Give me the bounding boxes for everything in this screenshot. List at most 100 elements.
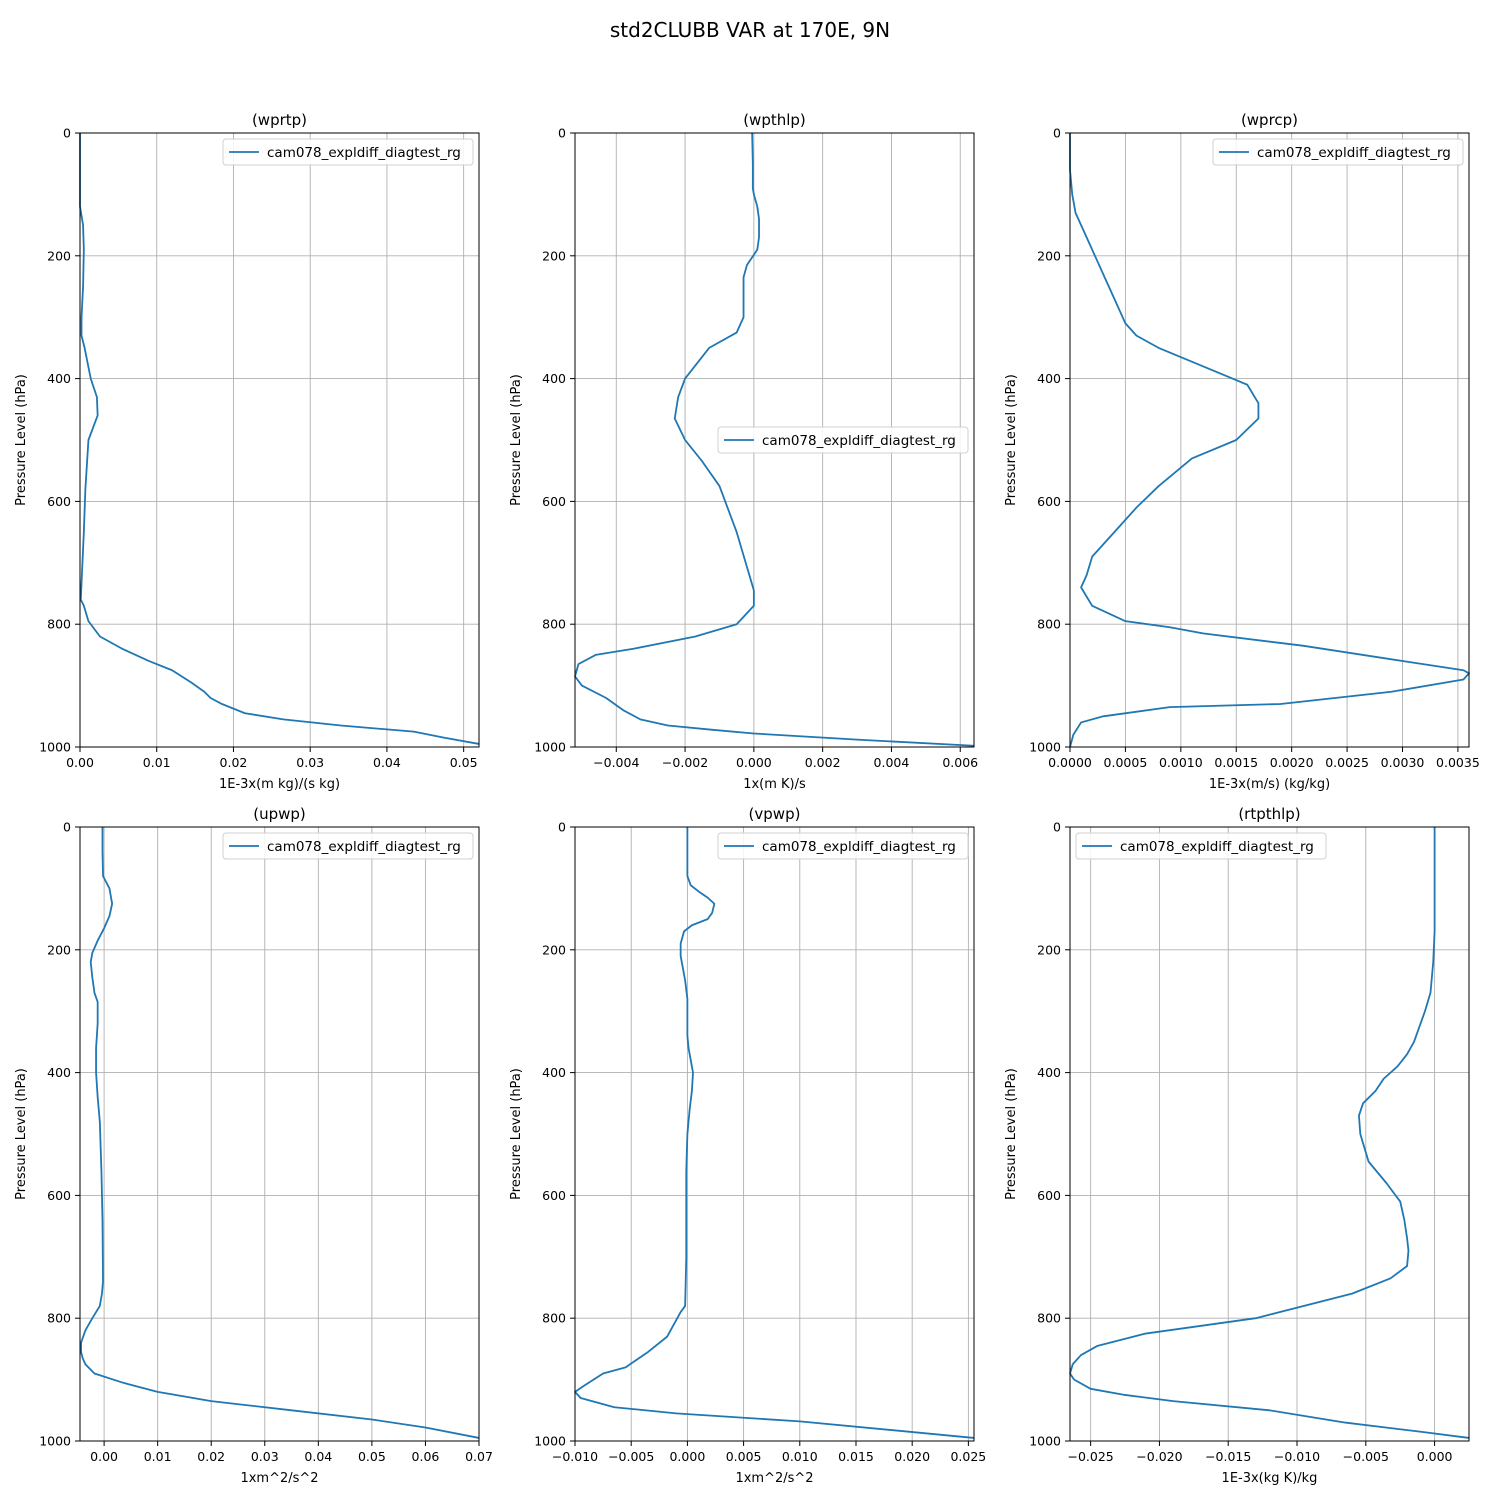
legend-label: cam078_expldiff_diagtest_rg: [267, 839, 461, 855]
legend: cam078_expldiff_diagtest_rg: [222, 138, 474, 166]
x-tick-label: 0.000: [736, 755, 772, 770]
y-tick-label: 1000: [1029, 1434, 1061, 1449]
y-tick-label: 0: [63, 126, 71, 141]
y-tick-label: 0: [558, 820, 566, 835]
series-line: [80, 827, 480, 1439]
x-tick-label: 0.07: [465, 1449, 493, 1464]
subplot-vpwp: −0.010 −0.005 0.000 0.005 0.010 0.015 0.020 0.0…: [509, 805, 986, 1486]
legend-box: [222, 832, 474, 860]
figure-title: std2CLUBB VAR at 170E, 9N: [610, 18, 890, 42]
y-tick-label: 600: [1037, 1188, 1061, 1203]
legend-label: cam078_expldiff_diagtest_rg: [762, 839, 956, 855]
x-tick-label: 0.020: [894, 1449, 930, 1464]
x-tick-label: 0.010: [782, 1449, 818, 1464]
x-tick-label: 0.0025: [1325, 755, 1369, 770]
y-axis-label: Pressure Level (hPa): [14, 374, 29, 506]
y-tick-label: 0: [63, 820, 71, 835]
y-axis-label: Pressure Level (hPa): [1004, 1068, 1019, 1200]
legend: cam078_expldiff_diagtest_rg: [717, 832, 969, 860]
y-tick-label: 200: [47, 942, 71, 957]
y-axis-label: Pressure Level (hPa): [509, 1068, 524, 1200]
x-tick-label: 0.04: [304, 1449, 332, 1464]
x-tick-label: 0.06: [412, 1449, 440, 1464]
x-tick-label: 0.00: [66, 755, 94, 770]
x-tick-label: 0.015: [838, 1449, 874, 1464]
plot-frame: [79, 132, 480, 748]
y-axis-label: Pressure Level (hPa): [1004, 374, 1019, 506]
x-tick-label: −0.010: [552, 1449, 598, 1464]
x-tick-label: 0.000: [1417, 1449, 1453, 1464]
series-line: [574, 827, 975, 1439]
panel-title: (vpwp): [749, 805, 801, 823]
subplot-upwp: 0.00 0.01 0.02 0.03 0.04 0.05 0.06 0.07 0 200 400 6…: [14, 805, 493, 1486]
y-tick-label: 400: [47, 1065, 71, 1080]
y-tick-label: 400: [1037, 1065, 1061, 1080]
y-tick-label: 600: [542, 494, 566, 509]
y-tick-label: 800: [47, 617, 71, 632]
x-tick-label: 0.02: [220, 755, 248, 770]
legend-label: cam078_expldiff_diagtest_rg: [762, 433, 956, 449]
x-tick-label: 0.02: [197, 1449, 225, 1464]
x-tick-label: 0.05: [450, 755, 478, 770]
x-tick-label: 0.04: [373, 755, 401, 770]
x-tick-label: 0.01: [143, 755, 171, 770]
x-tick-label: 0.01: [144, 1449, 172, 1464]
x-tick-label: 0.0030: [1381, 755, 1425, 770]
plot-frame: [574, 132, 975, 748]
legend-label: cam078_expldiff_diagtest_rg: [1120, 839, 1314, 855]
y-tick-label: 1000: [534, 740, 566, 755]
plot-frame: [1069, 826, 1470, 1442]
y-tick-label: 600: [1037, 494, 1061, 509]
y-tick-label: 1000: [1029, 740, 1061, 755]
x-tick-label: 0.0010: [1159, 755, 1203, 770]
x-tick-label: 0.03: [251, 1449, 279, 1464]
legend: cam078_expldiff_diagtest_rg: [1212, 138, 1464, 166]
plot-frame: [79, 826, 480, 1442]
x-tick-label: 0.00: [90, 1449, 118, 1464]
x-axis-label: 1E-3x(kg K)/kg: [1222, 1471, 1318, 1486]
y-tick-label: 800: [542, 617, 566, 632]
series-line: [79, 133, 480, 745]
legend-box: [222, 138, 474, 166]
x-tick-label: 0.0015: [1214, 755, 1258, 770]
x-tick-label: 0.006: [942, 755, 978, 770]
x-tick-label: 0.05: [358, 1449, 386, 1464]
x-tick-label: −0.020: [1136, 1449, 1182, 1464]
y-axis-label: Pressure Level (hPa): [14, 1068, 29, 1200]
legend-box: [717, 426, 969, 454]
panel-title: (rtpthlp): [1238, 805, 1300, 823]
panel-title: (wprcp): [1241, 111, 1298, 129]
x-tick-label: 0.03: [296, 755, 324, 770]
y-tick-label: 800: [1037, 1311, 1061, 1326]
x-tick-label: −0.025: [1068, 1449, 1114, 1464]
legend: cam078_expldiff_diagtest_rg: [1075, 832, 1327, 860]
subplot-grid: 0.00 0.01 0.02 0.03 0.04 0.05 0 200 400 600 800 100…: [14, 111, 1480, 1486]
panel-title: (upwp): [253, 805, 306, 823]
x-tick-label: 0.0035: [1436, 755, 1480, 770]
x-tick-label: 0.004: [874, 755, 910, 770]
x-axis-label: 1x(m K)/s: [743, 777, 806, 792]
panel-title: (wpthlp): [743, 111, 806, 129]
x-axis-label: 1E-3x(m/s) (kg/kg): [1209, 777, 1330, 792]
x-tick-label: 0.002: [805, 755, 841, 770]
series-line: [1069, 133, 1470, 748]
legend-box: [1212, 138, 1464, 166]
subplot-wprtp: 0.00 0.01 0.02 0.03 0.04 0.05 0 200 400 600 800 100…: [14, 111, 480, 792]
y-tick-label: 400: [542, 371, 566, 386]
x-tick-label: 0.0000: [1048, 755, 1092, 770]
y-tick-label: 0: [1053, 820, 1061, 835]
y-tick-label: 0: [1053, 126, 1061, 141]
y-tick-label: 800: [542, 1311, 566, 1326]
plot-frame: [1069, 132, 1470, 748]
legend-label: cam078_expldiff_diagtest_rg: [267, 145, 461, 161]
series-line: [574, 132, 975, 747]
x-tick-label: −0.002: [662, 755, 708, 770]
legend-label: cam078_expldiff_diagtest_rg: [1257, 145, 1451, 161]
legend-box: [1075, 832, 1327, 860]
y-tick-label: 1000: [39, 1434, 71, 1449]
x-axis-label: 1E-3x(m kg)/(s kg): [219, 777, 340, 792]
legend: cam078_expldiff_diagtest_rg: [222, 832, 474, 860]
legend: cam078_expldiff_diagtest_rg: [717, 426, 969, 454]
